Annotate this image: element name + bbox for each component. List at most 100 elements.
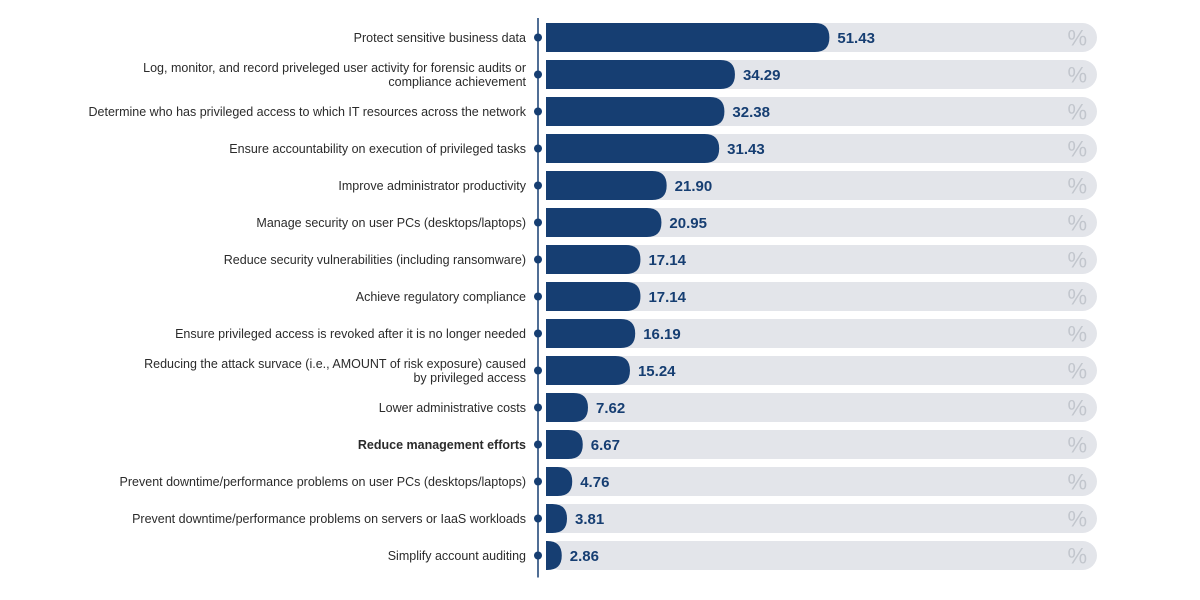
chart-row: 2.86 % Simplify account auditing <box>388 541 1097 570</box>
chart-row: 15.24 % Reducing the attack survace (i.e.,… <box>144 356 1097 385</box>
category-label-line: by privileged access <box>413 371 526 385</box>
bar <box>546 23 830 52</box>
axis-dot <box>534 107 542 116</box>
chart-row: 32.38 % Determine who has privileged acces… <box>89 97 1097 126</box>
percent-sign: % <box>1067 322 1087 347</box>
chart-row: 7.62 % Lower administrative costs <box>379 393 1097 422</box>
category-label: Ensure privileged access is revoked afte… <box>175 327 526 341</box>
percent-sign: % <box>1067 470 1087 495</box>
bar <box>546 430 583 459</box>
category-label: Prevent downtime/performance problems on… <box>132 512 526 526</box>
chart-row: 4.76 % Prevent downtime/performance proble… <box>120 467 1097 496</box>
category-label: Log, monitor, and record priveleged user… <box>143 61 526 89</box>
bar <box>546 245 641 274</box>
axis-dot <box>534 551 542 560</box>
category-label-line: Reducing the attack survace (i.e., AMOUN… <box>144 357 526 371</box>
axis-dot <box>534 329 542 338</box>
bar-value-label: 16.19 <box>643 326 681 343</box>
bar-track <box>546 282 1097 311</box>
chart-rows: 51.43 % Protect sensitive business data 34.… <box>89 23 1097 570</box>
bar-value-label: 32.38 <box>732 104 770 121</box>
axis-dot <box>534 218 542 227</box>
bar-track <box>546 430 1097 459</box>
category-label: Ensure accountability on execution of pr… <box>229 142 526 156</box>
category-label: Achieve regulatory compliance <box>356 290 526 304</box>
bar-track <box>546 504 1097 533</box>
bar-track <box>546 467 1097 496</box>
category-label-line: compliance achievement <box>388 75 526 89</box>
bar <box>546 356 630 385</box>
bar-value-label: 34.29 <box>743 67 781 84</box>
axis-dot <box>534 70 542 79</box>
percent-sign: % <box>1067 248 1087 273</box>
bar-value-label: 6.67 <box>591 437 620 454</box>
category-label: Reduce security vulnerabilities (includi… <box>224 253 526 267</box>
axis-dot <box>534 366 542 375</box>
category-label: Simplify account auditing <box>388 549 526 563</box>
bar <box>546 467 573 496</box>
bar <box>546 393 588 422</box>
axis-dot <box>534 292 542 301</box>
bar-value-label: 17.14 <box>648 252 686 269</box>
percent-sign: % <box>1067 26 1087 51</box>
bar-value-label: 20.95 <box>669 215 707 232</box>
percent-sign: % <box>1067 507 1087 532</box>
bar-track <box>546 541 1097 570</box>
chart-row: 51.43 % Protect sensitive business data <box>354 23 1097 52</box>
category-label: Manage security on user PCs (desktops/la… <box>256 216 526 230</box>
axis-dot <box>534 514 542 523</box>
bar-value-label: 15.24 <box>638 363 676 380</box>
chart-row: 16.19 % Ensure privileged access is revoke… <box>175 319 1097 348</box>
percent-sign: % <box>1067 359 1087 384</box>
category-label: Reduce management efforts <box>358 438 526 452</box>
bar <box>546 134 720 163</box>
bar-value-label: 7.62 <box>596 400 625 417</box>
bar <box>546 541 562 570</box>
chart-row: 21.90 % Improve administrator productivity <box>338 171 1097 200</box>
bar <box>546 504 567 533</box>
axis-dot <box>534 144 542 153</box>
bar-track <box>546 171 1097 200</box>
percent-sign: % <box>1067 285 1087 310</box>
percent-sign: % <box>1067 174 1087 199</box>
axis-dot <box>534 477 542 486</box>
bar <box>546 60 735 89</box>
bar <box>546 319 636 348</box>
bar <box>546 171 667 200</box>
chart-row: 31.43 % Ensure accountability on execution… <box>229 134 1097 163</box>
category-label: Prevent downtime/performance problems on… <box>120 475 526 489</box>
bar-track <box>546 319 1097 348</box>
axis-dot <box>534 181 542 190</box>
percent-sign: % <box>1067 137 1087 162</box>
bar <box>546 282 641 311</box>
bar-value-label: 3.81 <box>575 511 604 528</box>
chart-row: 3.81 % Prevent downtime/performance proble… <box>132 504 1097 533</box>
category-label-line: Log, monitor, and record priveleged user… <box>143 61 526 75</box>
bar-value-label: 17.14 <box>648 289 686 306</box>
category-label: Reducing the attack survace (i.e., AMOUN… <box>144 357 526 385</box>
axis-dot <box>534 33 542 42</box>
chart-row: 20.95 % Manage security on user PCs (deskt… <box>256 208 1097 237</box>
chart-row: 17.14 % Reduce security vulnerabilities (i… <box>224 245 1097 274</box>
category-label: Determine who has privileged access to w… <box>89 105 527 119</box>
chart-row: 6.67 % Reduce management efforts <box>358 430 1097 459</box>
percent-sign: % <box>1067 433 1087 458</box>
bar-track <box>546 208 1097 237</box>
category-label: Protect sensitive business data <box>354 31 526 45</box>
axis-dot <box>534 255 542 264</box>
bar-track <box>546 356 1097 385</box>
bar-value-label: 21.90 <box>675 178 713 195</box>
bar-track <box>546 245 1097 274</box>
percent-sign: % <box>1067 544 1087 569</box>
bar-value-label: 31.43 <box>727 141 765 158</box>
axis-dot <box>534 403 542 412</box>
percent-sign: % <box>1067 396 1087 421</box>
bar-value-label: 4.76 <box>580 474 609 491</box>
bar-value-label: 51.43 <box>837 30 875 47</box>
bar-track <box>546 393 1097 422</box>
category-label: Improve administrator productivity <box>338 179 526 193</box>
bar-value-label: 2.86 <box>570 548 599 565</box>
chart-row: 34.29 % Log, monitor, and record privelege… <box>143 60 1097 89</box>
percent-sign: % <box>1067 211 1087 236</box>
